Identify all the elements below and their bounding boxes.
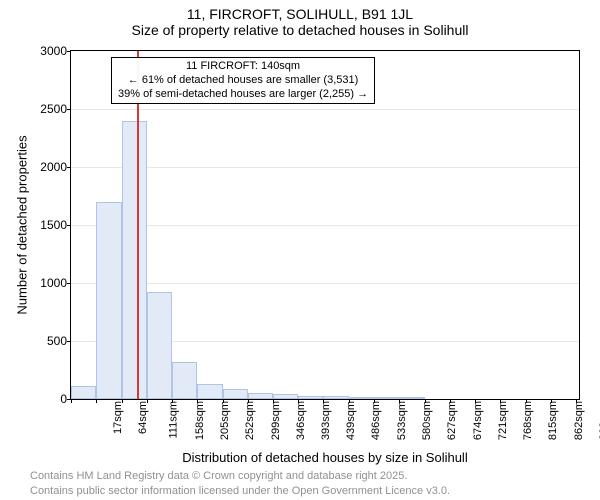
x-tick-mark — [349, 399, 350, 403]
histogram-bar — [96, 202, 121, 399]
y-tick-mark — [67, 51, 71, 52]
histogram-bar — [71, 386, 96, 399]
x-tick-label: 909sqm — [594, 401, 600, 440]
x-tick-label: 721sqm — [493, 401, 509, 440]
annotation-box: 11 FIRCROFT: 140sqm ← 61% of detached ho… — [111, 57, 375, 104]
gridline — [71, 167, 579, 168]
x-tick-mark — [500, 399, 501, 403]
annotation-line1: 11 FIRCROFT: 140sqm — [118, 60, 368, 74]
x-tick-mark — [147, 399, 148, 403]
x-tick-mark — [450, 399, 451, 403]
x-tick-label: 439sqm — [341, 401, 357, 440]
x-tick-mark — [551, 399, 552, 403]
x-tick-mark — [273, 399, 274, 403]
x-tick-mark — [526, 399, 527, 403]
x-tick-mark — [425, 399, 426, 403]
chart-container: 11, FIRCROFT, SOLIHULL, B91 1JL Size of … — [0, 0, 600, 500]
histogram-bar — [197, 384, 222, 399]
x-tick-label: 299sqm — [266, 401, 282, 440]
y-tick-mark — [67, 167, 71, 168]
y-tick-mark — [67, 225, 71, 226]
x-tick-label: 533sqm — [392, 401, 408, 440]
histogram-bar — [349, 397, 374, 399]
x-tick-mark — [298, 399, 299, 403]
x-tick-mark — [223, 399, 224, 403]
x-tick-label: 674sqm — [468, 401, 484, 440]
x-tick-mark — [399, 399, 400, 403]
x-tick-mark — [323, 399, 324, 403]
footer-line1: Contains HM Land Registry data © Crown c… — [30, 469, 450, 483]
y-tick-mark — [67, 341, 71, 342]
histogram-bar — [223, 389, 248, 399]
x-tick-mark — [197, 399, 198, 403]
x-tick-label: 17sqm — [108, 401, 124, 434]
annotation-line2: ← 61% of detached houses are smaller (3,… — [118, 74, 368, 88]
x-tick-mark — [374, 399, 375, 403]
x-tick-label: 862sqm — [569, 401, 585, 440]
x-tick-mark — [122, 399, 123, 403]
gridline — [71, 283, 579, 284]
annotation-line3: 39% of semi-detached houses are larger (… — [118, 88, 368, 102]
histogram-bar — [399, 397, 424, 399]
x-tick-mark — [172, 399, 173, 403]
histogram-bar — [298, 396, 323, 399]
x-tick-label: 768sqm — [518, 401, 534, 440]
x-tick-mark — [475, 399, 476, 403]
histogram-bar — [374, 397, 399, 399]
histogram-bar — [248, 393, 273, 399]
x-axis-label: Distribution of detached houses by size … — [70, 450, 580, 465]
x-tick-label: 205sqm — [215, 401, 231, 440]
histogram-bar — [122, 121, 147, 399]
x-tick-mark — [248, 399, 249, 403]
gridline — [71, 109, 579, 110]
y-tick-mark — [67, 109, 71, 110]
x-tick-label: 627sqm — [442, 401, 458, 440]
chart-titles: 11, FIRCROFT, SOLIHULL, B91 1JL Size of … — [0, 6, 600, 38]
chart-title-line1: 11, FIRCROFT, SOLIHULL, B91 1JL — [0, 6, 600, 22]
x-tick-mark — [96, 399, 97, 403]
x-tick-mark — [71, 399, 72, 403]
y-axis-label: Number of detached properties — [15, 135, 30, 314]
x-tick-label: 486sqm — [367, 401, 383, 440]
x-tick-label: 580sqm — [417, 401, 433, 440]
histogram-bar — [273, 394, 298, 399]
footer: Contains HM Land Registry data © Crown c… — [30, 469, 450, 498]
x-tick-label: 346sqm — [291, 401, 307, 440]
histogram-bar — [172, 362, 197, 399]
histogram-bar — [323, 396, 348, 399]
y-tick-mark — [67, 283, 71, 284]
x-tick-label: 393sqm — [316, 401, 332, 440]
y-axis-label-wrap: Number of detached properties — [14, 50, 30, 400]
chart-title-line2: Size of property relative to detached ho… — [0, 22, 600, 38]
plot-area: 05001000150020002500300017sqm64sqm111sqm… — [70, 50, 580, 400]
gridline — [71, 225, 579, 226]
x-tick-label: 64sqm — [133, 401, 149, 434]
x-tick-label: 815sqm — [544, 401, 560, 440]
x-tick-label: 111sqm — [163, 401, 179, 439]
x-tick-label: 252sqm — [241, 401, 257, 440]
histogram-bar — [147, 292, 172, 399]
x-tick-label: 158sqm — [190, 401, 206, 440]
x-tick-mark — [576, 399, 577, 403]
footer-line2: Contains public sector information licen… — [30, 484, 450, 498]
